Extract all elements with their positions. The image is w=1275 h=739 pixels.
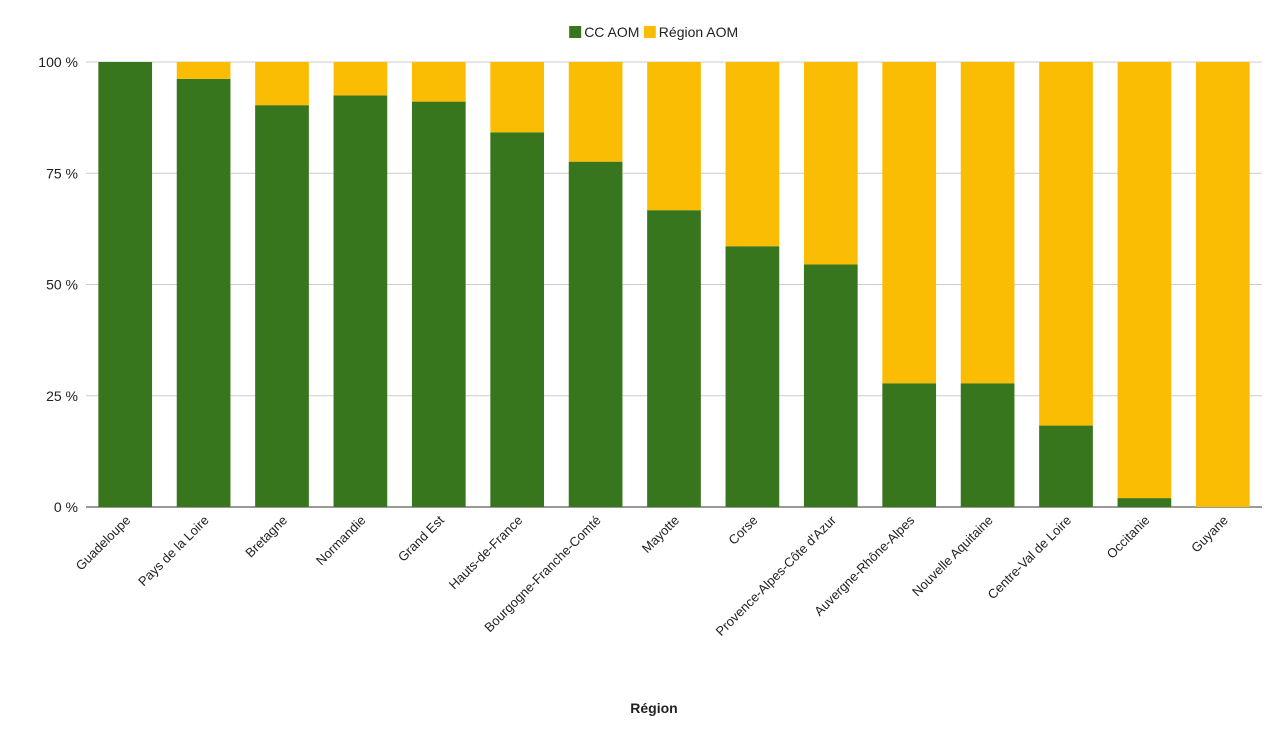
- x-tick-label: Normandie: [313, 513, 369, 569]
- bar-cc-aom: [882, 383, 937, 507]
- bar-cc-aom: [176, 78, 231, 507]
- y-tick-label: 100 %: [38, 54, 78, 70]
- legend-label-region-aom: Région AOM: [659, 24, 738, 40]
- bar-cc-aom: [725, 246, 780, 508]
- x-tick-label: Hauts-de-France: [446, 513, 526, 593]
- x-tick-label: Nouvelle Aquitaine: [909, 513, 996, 600]
- bars: [98, 62, 1250, 508]
- bar-region-aom: [647, 62, 701, 211]
- bar-region-aom: [176, 62, 231, 79]
- legend: CC AOM Région AOM: [569, 24, 738, 40]
- bar-region-aom: [882, 62, 937, 384]
- y-tick-label: 50 %: [46, 277, 78, 293]
- x-tick-label: Grand Est: [395, 512, 447, 564]
- legend-label-cc-aom: CC AOM: [584, 24, 639, 40]
- bar-cc-aom: [960, 383, 1015, 507]
- x-tick-label: Guyane: [1188, 513, 1231, 556]
- bar-cc-aom: [1117, 498, 1172, 507]
- bar-cc-aom: [98, 62, 153, 507]
- y-tick-label: 75 %: [46, 165, 78, 181]
- bar-region-aom: [1195, 62, 1250, 507]
- bar-region-aom: [568, 62, 623, 162]
- bar-region-aom: [803, 62, 858, 265]
- y-axis: 0 % 25 % 50 % 75 % 100 %: [38, 54, 78, 515]
- y-tick-label: 0 %: [54, 499, 78, 515]
- y-tick-label: 25 %: [46, 388, 78, 404]
- bar-cc-aom: [490, 132, 545, 507]
- bar-region-aom: [411, 62, 466, 102]
- legend-swatch-region-aom: [643, 26, 656, 38]
- bar-cc-aom: [411, 101, 466, 507]
- bar-region-aom: [490, 62, 545, 133]
- bar-region-aom: [1039, 62, 1093, 426]
- x-axis-title: Région: [630, 700, 677, 716]
- x-tick-label: Centre-Val de Loire: [984, 513, 1074, 603]
- x-tick-label: Corse: [725, 513, 760, 548]
- x-tick-label: Occitanie: [1104, 513, 1153, 562]
- x-tick-label: Bretagne: [242, 513, 290, 561]
- bar-region-aom: [255, 62, 309, 106]
- bar-region-aom: [333, 62, 388, 96]
- x-tick-label: Guadeloupe: [73, 513, 134, 574]
- bar-cc-aom: [333, 95, 388, 507]
- bar-cc-aom: [647, 210, 701, 507]
- bar-cc-aom: [1039, 425, 1093, 507]
- bar-cc-aom: [255, 105, 309, 507]
- bar-cc-aom: [803, 264, 858, 507]
- bar-region-aom: [960, 62, 1015, 384]
- bar-cc-aom: [568, 161, 623, 507]
- bar-region-aom: [1117, 62, 1172, 499]
- x-tick-label: Mayotte: [639, 513, 682, 556]
- x-axis: Guadeloupe Pays de la Loire Bretagne Norman…: [73, 512, 1231, 639]
- legend-swatch-cc-aom: [569, 26, 582, 38]
- bar-region-aom: [725, 62, 780, 247]
- x-tick-label: Pays de la Loire: [135, 513, 212, 590]
